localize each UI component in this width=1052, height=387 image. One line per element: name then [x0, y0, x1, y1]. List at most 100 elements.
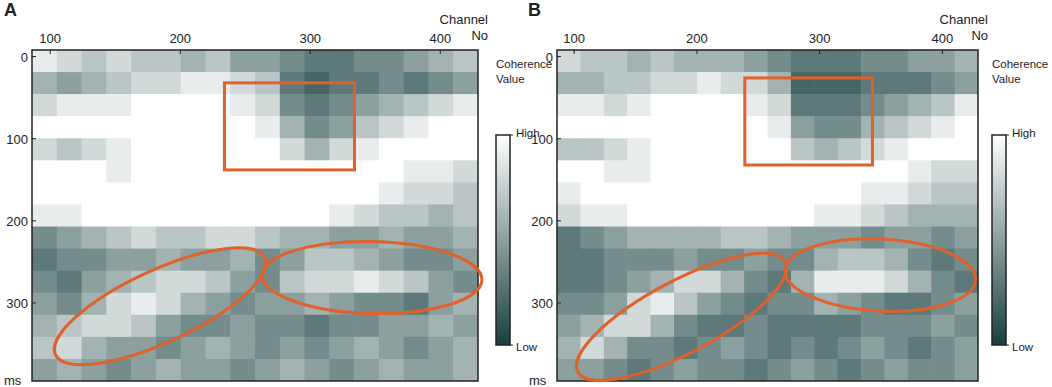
cell — [329, 204, 354, 227]
cell — [604, 249, 628, 272]
cell — [379, 50, 404, 73]
cell — [697, 160, 721, 183]
cell — [428, 94, 453, 117]
colorbar-tick-label: Low — [516, 341, 538, 353]
cell — [604, 116, 628, 139]
cell — [305, 293, 330, 316]
cell — [744, 116, 768, 139]
cell — [57, 271, 82, 294]
cell — [814, 50, 838, 73]
cell — [82, 271, 107, 294]
cell — [32, 315, 57, 338]
cell — [838, 315, 862, 338]
cell — [280, 227, 305, 250]
annotation-rect — [224, 83, 354, 170]
cell — [651, 94, 675, 117]
cell — [354, 182, 379, 205]
cell — [453, 359, 478, 381]
cell — [908, 138, 932, 161]
cell — [305, 160, 330, 183]
cell — [791, 271, 815, 294]
cell — [697, 315, 721, 338]
cell — [651, 72, 675, 95]
cell — [884, 337, 908, 360]
cell — [627, 116, 651, 139]
cell — [627, 337, 651, 360]
cell — [884, 182, 908, 205]
annotation-ellipse — [261, 239, 482, 316]
cell — [57, 293, 82, 316]
cell — [131, 204, 156, 227]
cell — [721, 138, 745, 161]
cell — [131, 138, 156, 161]
y-tick — [557, 56, 561, 57]
cell — [329, 116, 354, 139]
cell — [82, 249, 107, 272]
cell — [205, 138, 230, 161]
cell — [32, 50, 57, 73]
cell — [838, 94, 862, 117]
cell — [106, 72, 131, 95]
colorbar-label-line: Coherence — [992, 58, 1048, 70]
cell — [453, 227, 478, 250]
cell — [627, 94, 651, 117]
cell — [354, 337, 379, 360]
cell — [721, 94, 745, 117]
cell — [329, 94, 354, 117]
cell — [955, 337, 978, 360]
cell — [674, 359, 698, 381]
cell — [255, 359, 280, 381]
cell — [627, 204, 651, 227]
x-tick-label: 200 — [169, 31, 191, 46]
cell — [404, 116, 429, 139]
cell — [884, 116, 908, 139]
y-tick — [557, 302, 561, 303]
cell — [181, 359, 206, 381]
cell — [768, 138, 792, 161]
y-tick — [32, 220, 36, 221]
cell — [181, 50, 206, 73]
cell — [604, 293, 628, 316]
cell — [181, 204, 206, 227]
cell — [255, 293, 280, 316]
colorbar-label: CoherenceValue — [992, 58, 1048, 85]
cell — [32, 249, 57, 272]
cell — [131, 94, 156, 117]
cell — [884, 72, 908, 95]
x-label-line: Channel — [440, 12, 489, 27]
cell — [329, 249, 354, 272]
cell — [697, 182, 721, 205]
cell — [838, 359, 862, 381]
cell — [627, 182, 651, 205]
cell — [354, 72, 379, 95]
cell — [955, 359, 978, 381]
cell — [205, 116, 230, 139]
cell — [861, 182, 885, 205]
colorbar-label-line: Value — [496, 73, 525, 85]
cell — [838, 116, 862, 139]
cell — [453, 293, 478, 316]
cell — [627, 50, 651, 73]
cell — [32, 182, 57, 205]
cell — [768, 94, 792, 117]
x-tick — [574, 50, 575, 54]
cell — [230, 249, 255, 272]
cell — [57, 50, 82, 73]
cell — [744, 182, 768, 205]
cell — [354, 94, 379, 117]
cell — [453, 50, 478, 73]
cell — [721, 204, 745, 227]
cell — [32, 271, 57, 294]
cell — [604, 94, 628, 117]
cell — [230, 204, 255, 227]
cell — [82, 182, 107, 205]
colorbar-label: CoherenceValue — [496, 58, 552, 85]
cell — [57, 94, 82, 117]
heatmap — [557, 50, 978, 381]
cell — [354, 315, 379, 338]
cell — [428, 337, 453, 360]
cell — [379, 182, 404, 205]
cell — [428, 116, 453, 139]
cell — [931, 204, 955, 227]
x-tick-label: 400 — [932, 31, 954, 46]
